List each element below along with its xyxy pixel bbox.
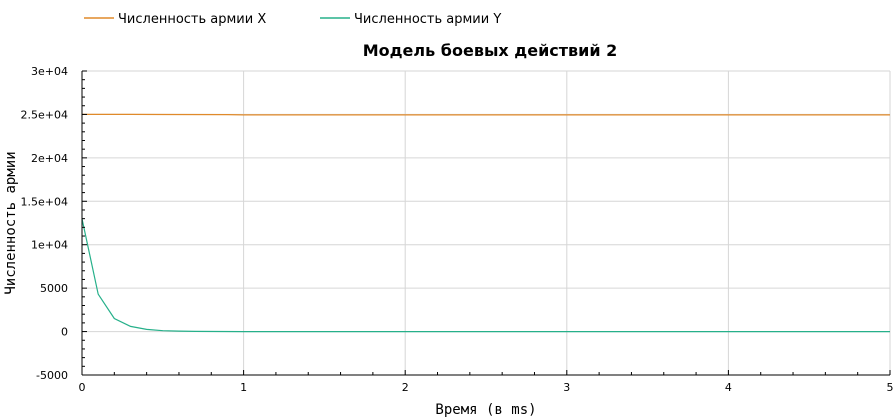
x-tick-label-5: 5 [887, 381, 894, 394]
y-tick-label-2: 5000 [40, 282, 68, 295]
y-tick-label-5: 2e+04 [31, 152, 68, 165]
grid [81, 70, 891, 376]
legend-label-1: Численность армии Y [354, 12, 501, 27]
y-tick-label-7: 3e+04 [31, 65, 68, 78]
y-tick-label-3: 1e+04 [31, 239, 68, 252]
series-line-0 [82, 113, 890, 116]
legend-label-0: Численность армии X [118, 12, 266, 27]
y-tick-label-6: 2.5e+04 [21, 108, 68, 121]
y-axis-label: Численность армии [3, 151, 19, 294]
x-tick-label-4: 4 [725, 381, 732, 394]
series-layer [81, 113, 890, 333]
x-tick-label-0: 0 [79, 381, 86, 394]
series-line-1 [81, 218, 890, 333]
x-tick-label-1: 1 [240, 381, 247, 394]
legend: Численность армии X Численность армии Y [84, 12, 501, 27]
y-tick-label-0: -5000 [36, 369, 68, 382]
y-tick-label-4: 1.5e+04 [21, 195, 68, 208]
axes [81, 71, 890, 376]
x-tick-label-2: 2 [402, 381, 409, 394]
ticks: 0 1 2 3 4 5 -5000 0 5000 1e+04 1.5e+04 2e+04 2.5e+04… [21, 65, 894, 394]
x-axis-label: Время (в ms) [435, 402, 536, 418]
chart-title: Модель боевых действий 2 [363, 41, 618, 60]
x-tick-label-3: 3 [563, 381, 570, 394]
y-tick-label-1: 0 [61, 326, 68, 339]
